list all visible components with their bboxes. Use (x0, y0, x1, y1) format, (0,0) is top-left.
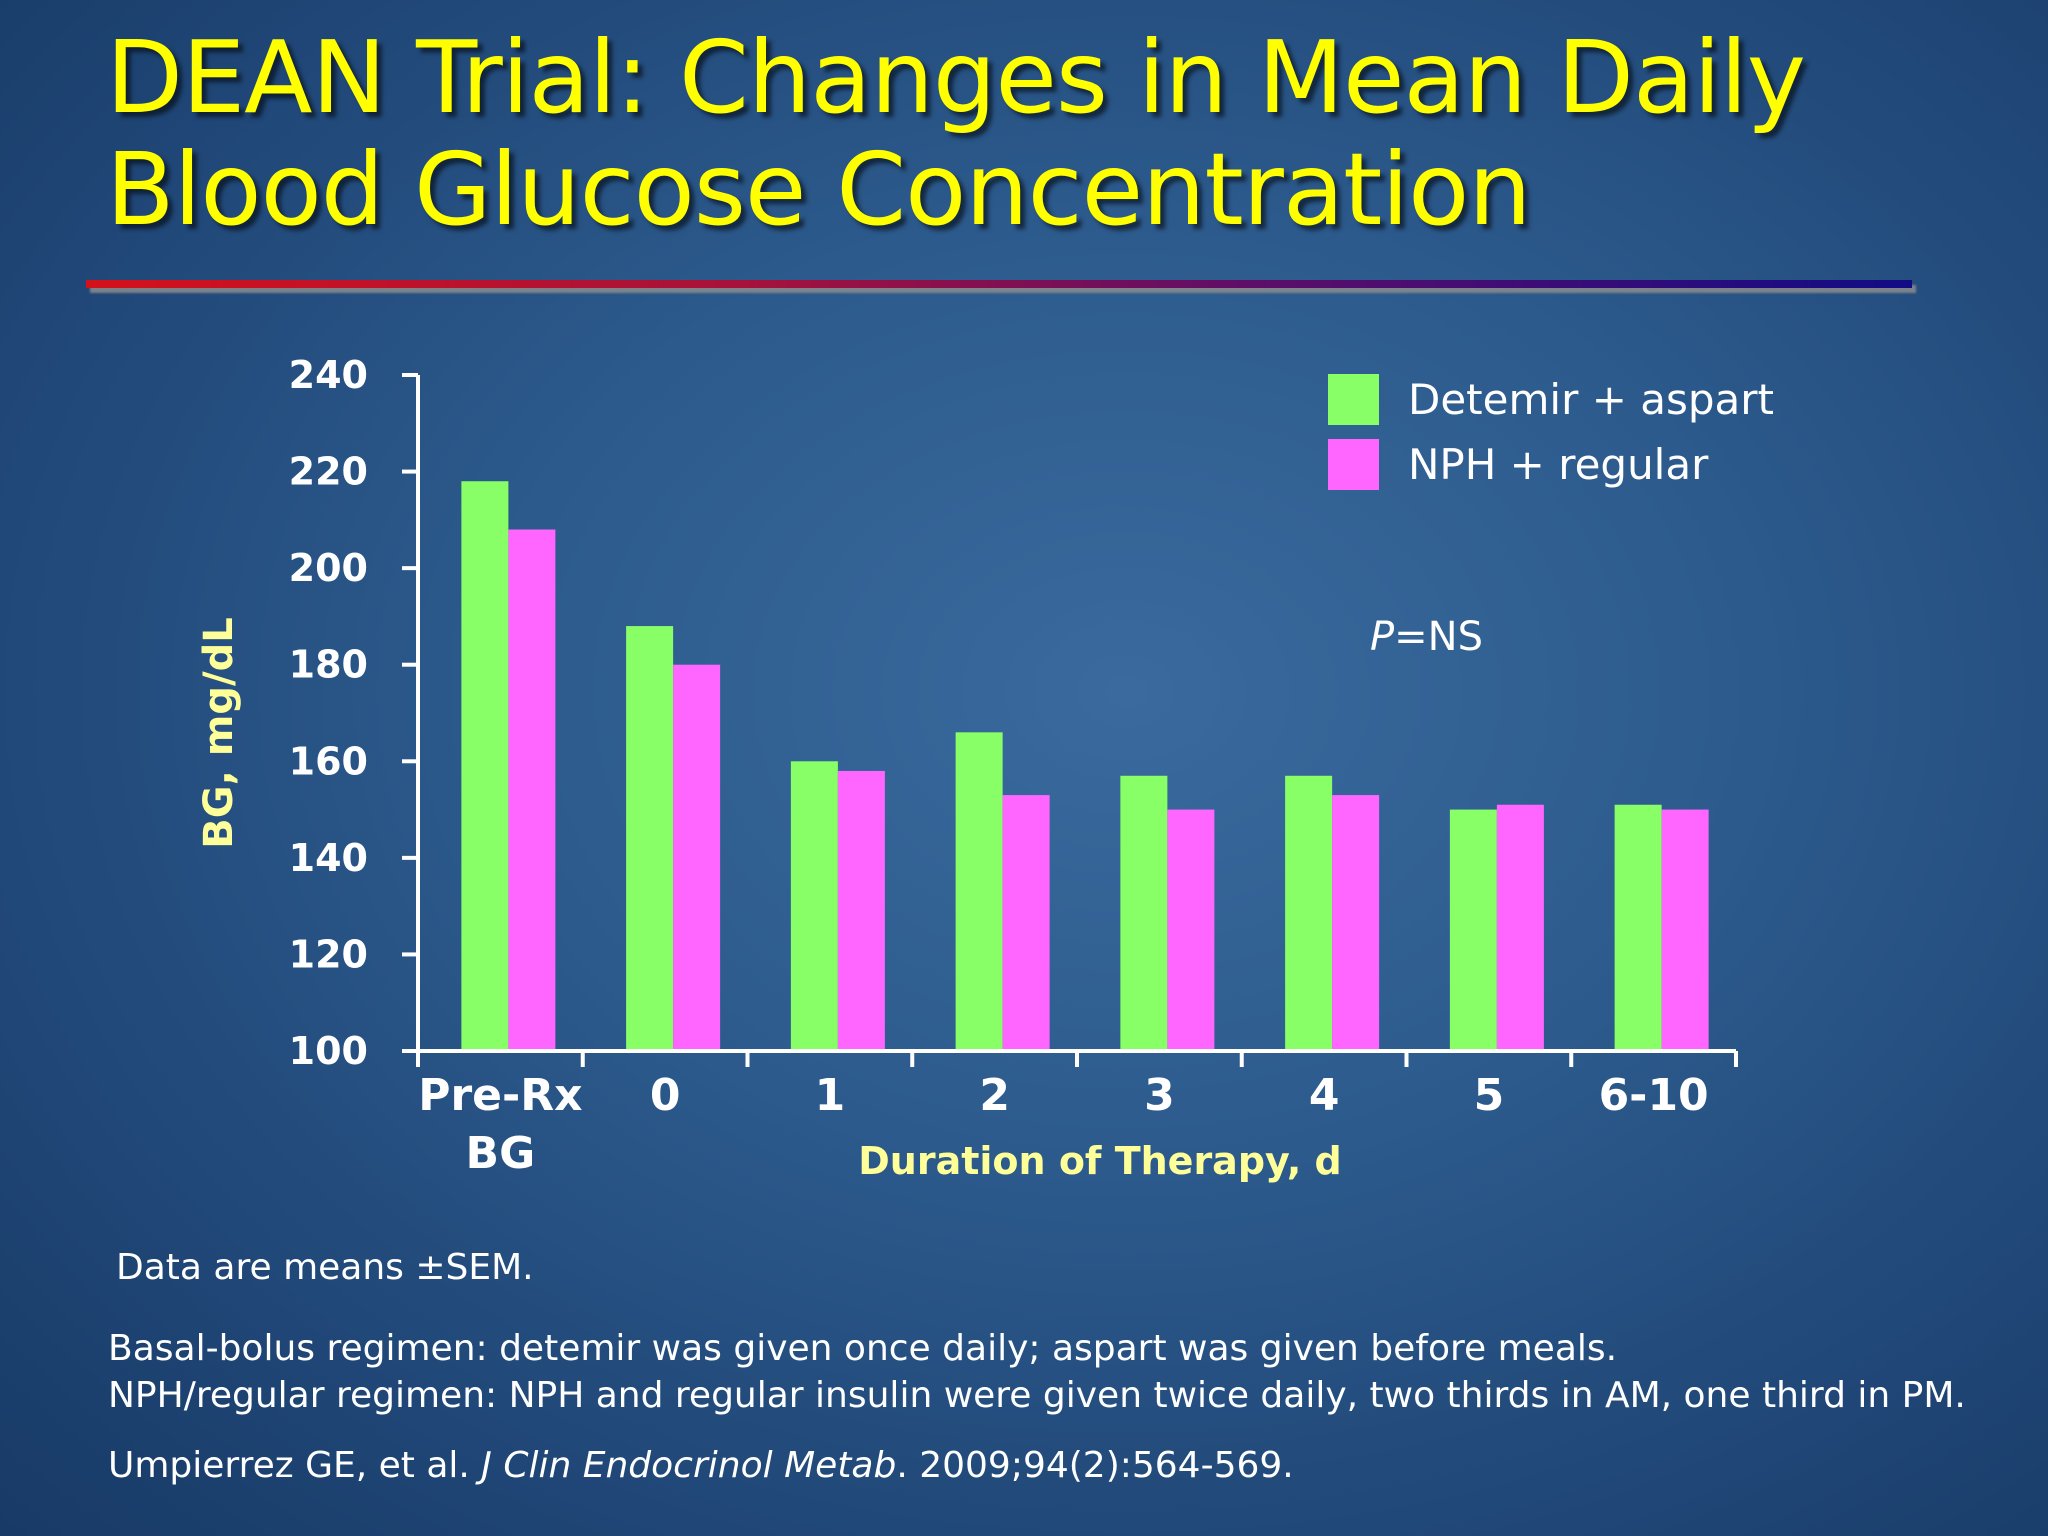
bar-nph-regular (1496, 804, 1544, 1049)
y-tick-label: 200 (289, 546, 368, 590)
citation: Umpierrez GE, et al. J Clin Endocrinol M… (108, 1443, 1294, 1489)
legend-label: NPH + regular (1408, 440, 1709, 489)
citation-details: . 2009;94(2):564-569. (896, 1445, 1294, 1486)
x-tick-label: 5 (1474, 1070, 1505, 1121)
citation-journal: J Clin Endocrinol Metab (481, 1445, 897, 1486)
p-value-symbol: P (1370, 614, 1395, 660)
bar-nph-regular (508, 529, 556, 1049)
y-axis: 100 120 140 160 180 200 220 240 (289, 353, 420, 1073)
bar-detemir-aspart (626, 626, 674, 1049)
p-value-annotation: P=NS (1370, 614, 1483, 660)
legend-label: Detemir + aspart (1408, 375, 1774, 424)
y-axis-title: BG, mg/dL (196, 617, 242, 848)
x-tick-label: 2 (979, 1070, 1010, 1121)
regimen-note-2: NPH/regular regimen: NPH and regular ins… (108, 1375, 1966, 1416)
legend: Detemir + aspart NPH + regular (1328, 374, 1774, 490)
x-tick-label: 6-10 (1599, 1070, 1709, 1121)
p-value-text: =NS (1394, 614, 1483, 660)
bar-nph-regular (673, 664, 721, 1049)
bar-detemir-aspart (1449, 809, 1497, 1049)
y-tick-label: 240 (289, 353, 368, 397)
bar-nph-regular (1332, 795, 1380, 1049)
x-axis: Pre-Rx BG 0 1 2 3 4 5 6-10 (416, 1049, 1738, 1179)
citation-authors: Umpierrez GE, et al. (108, 1445, 482, 1486)
x-tick-label: 4 (1309, 1070, 1340, 1121)
x-tick-label: 1 (815, 1070, 846, 1121)
bar-detemir-aspart (461, 481, 509, 1049)
y-tick-label: 120 (289, 932, 368, 976)
data-note: Data are means ±SEM. (116, 1247, 534, 1288)
slide-title-line1: DEAN Trial: Changes in Mean Daily (106, 19, 1806, 136)
slide-title: DEAN Trial: Changes in Mean Daily Blood … (106, 22, 1806, 246)
x-tick-label: Pre-Rx (418, 1070, 582, 1121)
bar-detemir-aspart (955, 732, 1003, 1049)
y-tick-label: 140 (289, 836, 368, 880)
slide-title-line2: Blood Glucose Concentration (106, 131, 1532, 248)
bar-detemir-aspart (1614, 804, 1662, 1049)
bar-nph-regular (837, 770, 885, 1049)
bar-detemir-aspart (1285, 775, 1333, 1049)
title-divider (86, 280, 1912, 288)
x-tick-label: 0 (650, 1070, 681, 1121)
y-tick-label: 180 (289, 643, 368, 687)
regimen-note-1: Basal-bolus regimen: detemir was given o… (108, 1328, 1618, 1369)
y-tick-label: 100 (289, 1029, 368, 1073)
x-tick-label: BG (466, 1128, 536, 1179)
bars (461, 481, 1709, 1049)
bar-nph-regular (1661, 809, 1709, 1049)
y-tick-label: 160 (289, 739, 368, 783)
y-tick-label: 220 (289, 450, 368, 494)
x-axis-title: Duration of Therapy, d (858, 1139, 1341, 1183)
legend-swatch (1328, 374, 1379, 425)
x-tick-label: 3 (1144, 1070, 1175, 1121)
bar-nph-regular (1002, 795, 1050, 1049)
legend-swatch (1328, 439, 1379, 490)
bar-detemir-aspart (1120, 775, 1168, 1049)
bar-detemir-aspart (790, 761, 838, 1049)
bar-nph-regular (1167, 809, 1215, 1049)
